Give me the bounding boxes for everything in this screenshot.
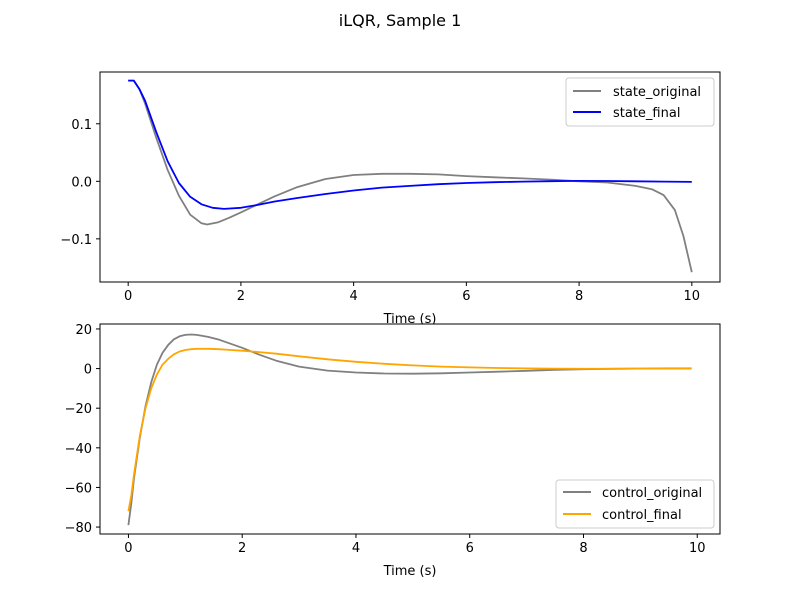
state-axes-frame bbox=[99, 71, 721, 283]
control-series-line-control-final bbox=[127, 347, 692, 512]
control-x-axis-label: Time (s) bbox=[383, 564, 437, 579]
control-y-tick-label: −60 bbox=[65, 481, 92, 496]
state-legend-box bbox=[565, 77, 715, 127]
control-x-tick-label: 10 bbox=[689, 541, 706, 556]
state-x-tick-label: 0 bbox=[124, 289, 132, 304]
state-y-tick-label: 0.0 bbox=[71, 175, 92, 190]
control-x-tick-label: 0 bbox=[124, 541, 132, 556]
control-chart: 0 2 4 6 8 10 −80 −60 −40 −20 0 20 Time (s) control_… bbox=[65, 323, 721, 579]
state-x-tick-label: 8 bbox=[575, 289, 583, 304]
control-y-tick-label: −80 bbox=[65, 521, 92, 536]
state-x-axis-label: Time (s) bbox=[383, 312, 437, 327]
figure-title: iLQR, Sample 1 bbox=[339, 11, 462, 30]
state-series-line-state-original bbox=[128, 79, 693, 273]
control-y-tick-label: 0 bbox=[84, 363, 92, 378]
state-x-tick-label: 10 bbox=[684, 289, 701, 304]
state-legend-label-original: state_original bbox=[613, 85, 701, 100]
state-chart: 0 2 4 6 8 10 −0.1 0.0 0.1 Time (s) state_origina… bbox=[60, 71, 721, 327]
control-legend-label-original: control_original bbox=[602, 486, 702, 501]
state-x-tick-label: 4 bbox=[349, 289, 357, 304]
control-legend-label-final: control_final bbox=[602, 508, 682, 523]
control-legend-box bbox=[555, 479, 715, 529]
state-series-line-state-final bbox=[128, 79, 692, 210]
control-x-tick-label: 6 bbox=[466, 541, 474, 556]
state-legend: state_original state_final bbox=[565, 77, 715, 127]
control-y-tick-label: 20 bbox=[75, 323, 92, 338]
state-x-tick-label: 2 bbox=[237, 289, 245, 304]
control-y-tick-label: −20 bbox=[65, 402, 92, 417]
state-legend-label-final: state_final bbox=[613, 106, 680, 121]
control-legend: control_original control_final bbox=[555, 479, 715, 529]
state-y-tick-label: −0.1 bbox=[60, 233, 92, 248]
control-x-tick-label: 8 bbox=[579, 541, 587, 556]
control-y-tick-label: −40 bbox=[65, 442, 92, 457]
control-axes-frame bbox=[99, 323, 721, 535]
state-y-tick-label: 0.1 bbox=[71, 118, 92, 133]
control-x-tick-label: 2 bbox=[238, 541, 246, 556]
state-x-tick-label: 6 bbox=[462, 289, 470, 304]
control-series-line-control-original bbox=[127, 333, 692, 526]
control-x-tick-label: 4 bbox=[352, 541, 360, 556]
